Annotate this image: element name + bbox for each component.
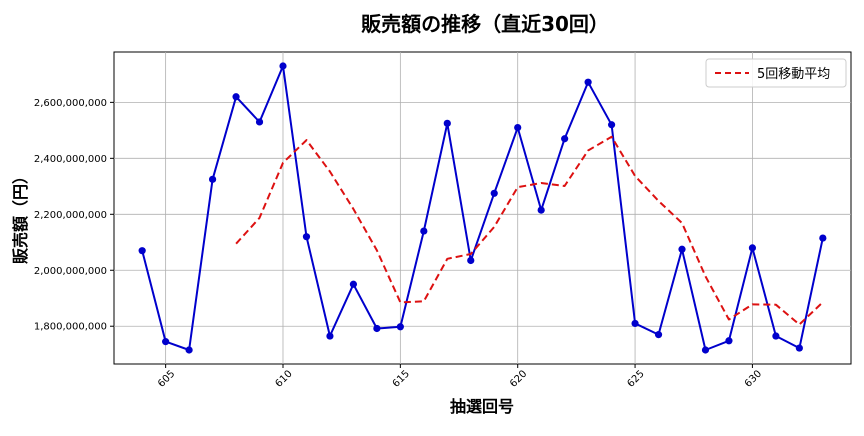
sales-point [654, 331, 663, 339]
sales-point [420, 227, 428, 235]
sales-point [631, 319, 639, 328]
sales-point [772, 332, 780, 340]
sales-point [561, 135, 569, 143]
legend-label-moving-average: 5回移動平均 [757, 67, 830, 82]
y-axis-label: 販売額（円） [11, 168, 30, 264]
sales-point [349, 280, 358, 288]
x-axis-label: 抽選回号 [450, 397, 514, 416]
sales-point [584, 78, 592, 86]
sales-point [490, 189, 498, 197]
series-markers [138, 62, 827, 354]
y-axis-ticks: 1,800,000,000 2,000,000,000 2,200,000,000 2… [34, 98, 114, 333]
sales-point [725, 337, 733, 345]
sales-point [795, 344, 803, 352]
sales-point [326, 332, 334, 340]
sales-point [819, 234, 827, 242]
sales-point [373, 324, 381, 333]
sales-point [208, 175, 217, 183]
sales-point [607, 121, 616, 129]
y-tick-label: 2,600,000,000 [34, 98, 107, 109]
sales-point [701, 346, 710, 354]
sales-point [678, 245, 686, 253]
grid-lines [114, 52, 851, 364]
y-tick-label: 2,200,000,000 [34, 210, 107, 221]
sales-point [232, 93, 240, 101]
sales-point [514, 123, 522, 132]
legend: 5回移動平均 [705, 58, 847, 88]
sales-point [396, 323, 404, 331]
sales-point [537, 206, 545, 214]
sales-point [443, 119, 451, 127]
sales-line [141, 65, 824, 351]
y-tick-label: 1,800,000,000 [34, 322, 107, 333]
legend-box [705, 58, 847, 88]
y-tick-label: 2,000,000,000 [34, 266, 107, 277]
plot-area [113, 51, 852, 365]
sales-point [185, 346, 193, 354]
sales-point [302, 233, 311, 241]
sales-point [467, 256, 475, 265]
sales-point [255, 118, 264, 126]
chart-title: 販売額の推移（直近30回） [361, 12, 609, 36]
sales-point [279, 62, 287, 70]
sales-point [162, 338, 170, 346]
y-tick-label: 2,400,000,000 [34, 154, 107, 165]
sales-point [748, 244, 757, 252]
series-lines [141, 65, 824, 351]
sales-point [138, 247, 146, 255]
